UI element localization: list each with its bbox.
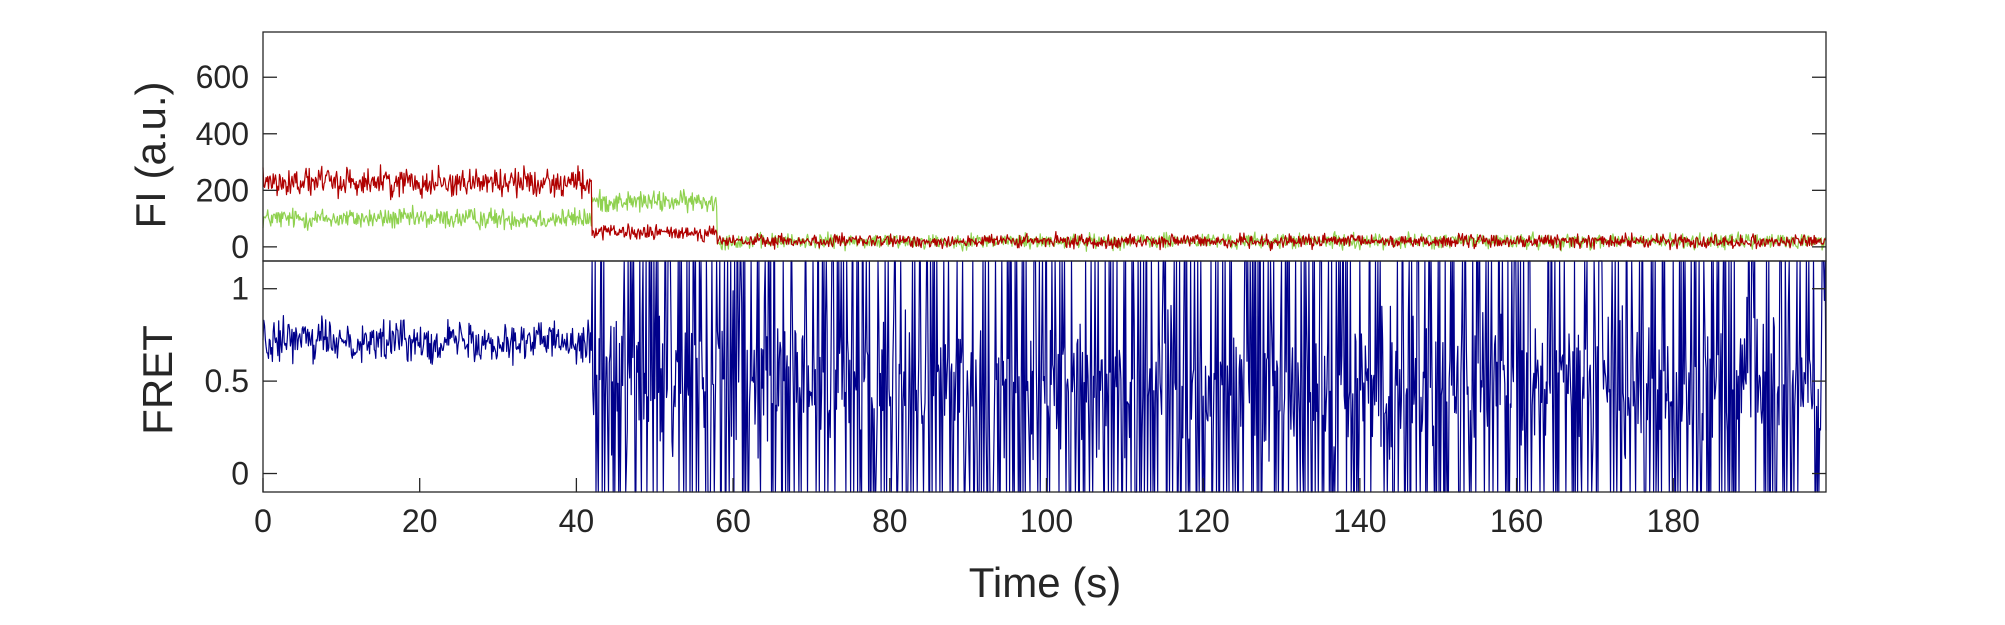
fret-trace-0: [262, 260, 1827, 493]
fret-y-ticks: 00.51: [205, 271, 1826, 492]
fluorescence-y-tick-label: 0: [231, 229, 249, 265]
fluorescence-y-tick-label: 200: [196, 172, 249, 208]
fluorescence-y-tick-label: 600: [196, 59, 249, 95]
fluorescence-y-ticks: 0 200 400 600: [196, 59, 1826, 265]
fret-panel: 00.51 0 20 40 60 80 100 120 140 160 180 FRET Time…: [134, 260, 1827, 606]
fret-y-tick-label: 1: [231, 271, 249, 307]
fret-y-tick-label: 0: [231, 456, 249, 492]
time-x-tick-label: 160: [1490, 503, 1543, 539]
time-x-tick-label: 140: [1333, 503, 1386, 539]
time-x-tick-label: 80: [872, 503, 908, 539]
time-x-tick-label: 120: [1176, 503, 1229, 539]
fret-y-axis-label: FRET: [134, 325, 181, 435]
time-x-ticks: 0 20 40 60 80 100 120 140 160 180: [254, 478, 1700, 539]
time-x-tick-label: 20: [402, 503, 438, 539]
fret-axes-frame: [262, 260, 1827, 493]
fluorescence-y-axis-label: FI (a.u.): [127, 81, 174, 228]
fret-traces: [262, 260, 1827, 493]
fret-y-tick-label: 0.5: [205, 363, 249, 399]
time-x-tick-label: 60: [715, 503, 751, 539]
time-x-axis-label: Time (s): [969, 559, 1121, 606]
time-x-tick-label: 40: [559, 503, 595, 539]
fluorescence-traces: [262, 164, 1827, 252]
time-x-tick-label: 0: [254, 503, 272, 539]
fluorescence-trace-1: [262, 164, 1827, 252]
fluorescence-y-tick-label: 400: [196, 116, 249, 152]
time-x-tick-label: 100: [1020, 503, 1073, 539]
fluorescence-panel: 0 200 400 600 FI (a.u.): [127, 31, 1827, 265]
time-x-tick-label: 180: [1647, 503, 1700, 539]
